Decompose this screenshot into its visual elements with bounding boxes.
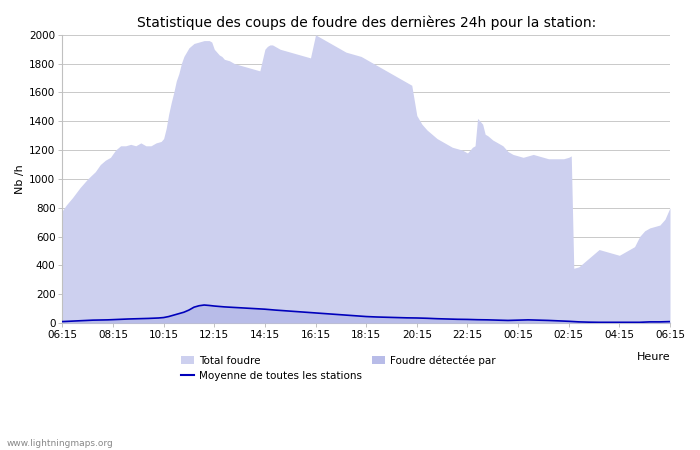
Text: Heure: Heure <box>636 352 670 362</box>
Title: Statistique des coups de foudre des dernières 24h pour la station:: Statistique des coups de foudre des dern… <box>136 15 596 30</box>
Legend: Total foudre, Moyenne de toutes les stations, Foudre détectée par: Total foudre, Moyenne de toutes les stat… <box>177 351 500 385</box>
Y-axis label: Nb /h: Nb /h <box>15 164 25 194</box>
Text: www.lightningmaps.org: www.lightningmaps.org <box>7 439 113 448</box>
